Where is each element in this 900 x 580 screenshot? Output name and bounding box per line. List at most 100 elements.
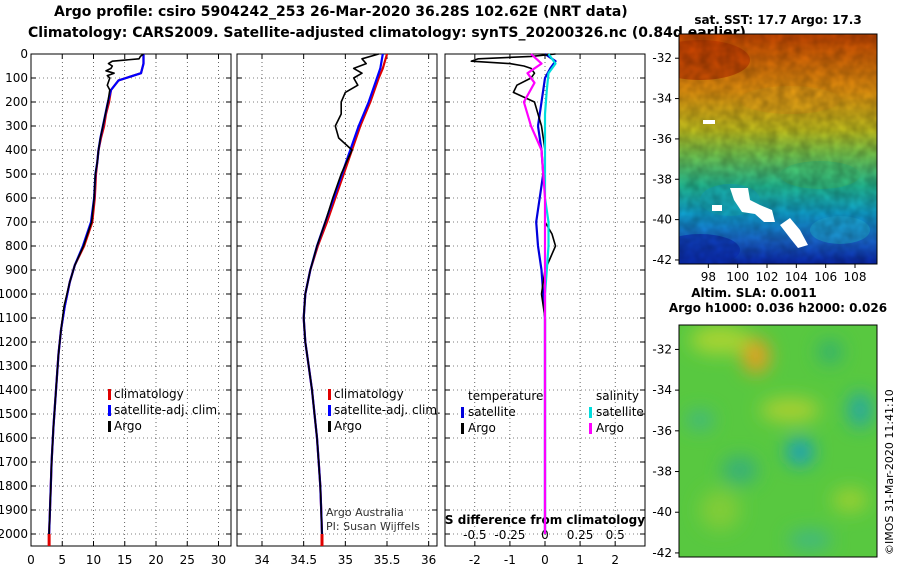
sla-map-subtitle: Argo h1000: 0.036 h2000: 0.026 bbox=[669, 301, 887, 315]
x-tick-label: 1 bbox=[576, 553, 584, 567]
depth-tick-label: 400 bbox=[5, 143, 28, 157]
depth-tick-label: 1900 bbox=[0, 503, 28, 517]
sla-map-frame bbox=[678, 324, 878, 558]
cloud-mask bbox=[780, 218, 808, 248]
depth-tick-label: 1000 bbox=[0, 287, 28, 301]
depth-tick-label: 1400 bbox=[0, 383, 28, 397]
x2-tick-label: 0 bbox=[541, 528, 549, 542]
depth-tick-label: 1100 bbox=[0, 311, 28, 325]
depth-tick-label: 1600 bbox=[0, 431, 28, 445]
cloud-mask bbox=[712, 205, 722, 211]
legend-swatch bbox=[328, 405, 331, 416]
lat-tick-label: -38 bbox=[652, 465, 672, 479]
legend-swatch bbox=[328, 421, 331, 432]
lat-tick-label: -34 bbox=[652, 383, 672, 397]
legend-group-title: temperature bbox=[468, 389, 543, 403]
x-tick-label: 25 bbox=[180, 553, 195, 567]
x-tick-label: 5 bbox=[58, 553, 66, 567]
imos-credit: ©IMOS 31-Mar-2020 11:41:10 bbox=[883, 389, 896, 555]
legend-label: Argo bbox=[334, 419, 362, 433]
x-tick-label: 34.5 bbox=[290, 553, 317, 567]
lon-tick-label: 108 bbox=[844, 270, 867, 284]
series-line bbox=[48, 53, 144, 535]
legend-label: climatology bbox=[334, 387, 404, 401]
depth-tick-label: 600 bbox=[5, 191, 28, 205]
depth-tick-label: 300 bbox=[5, 119, 28, 133]
sst-map-frame bbox=[678, 33, 878, 265]
sla-map-title: Altim. SLA: 0.0011 bbox=[691, 286, 817, 300]
depth-tick-label: 1700 bbox=[0, 455, 28, 469]
legend-swatch bbox=[328, 389, 331, 400]
depth-tick-label: 1800 bbox=[0, 479, 28, 493]
series-line bbox=[302, 53, 379, 535]
depth-tick-label: 900 bbox=[5, 263, 28, 277]
x2-tick-label: 0.25 bbox=[567, 528, 594, 542]
x-tick-label: -1 bbox=[504, 553, 516, 567]
x-tick-label: 30 bbox=[211, 553, 226, 567]
legend-group-title: salinity bbox=[596, 389, 639, 403]
profile-panel-1: 0100200300400500600700800900100011001200… bbox=[0, 47, 232, 567]
lat-tick-label: -40 bbox=[652, 213, 672, 227]
x-tick-label: 36 bbox=[421, 553, 436, 567]
legend-swatch bbox=[108, 405, 111, 416]
x2-tick-label: 0.5 bbox=[606, 528, 625, 542]
depth-tick-label: 500 bbox=[5, 167, 28, 181]
cloud-mask bbox=[730, 188, 775, 222]
lon-tick-label: 100 bbox=[726, 270, 749, 284]
sst-map-title: sat. SST: 17.7 Argo: 17.3 bbox=[694, 13, 861, 27]
legend-swatch bbox=[108, 421, 111, 432]
bottom-marker bbox=[47, 534, 51, 546]
figure-title-line2: Climatology: CARS2009. Satellite-adjuste… bbox=[28, 25, 746, 41]
depth-tick-label: 200 bbox=[5, 95, 28, 109]
depth-tick-label: 1500 bbox=[0, 407, 28, 421]
depth-tick-label: 0 bbox=[20, 47, 28, 61]
profile-panel-2: 34 34.5 35 35.5 36 climatology satellite-adj. … bbox=[236, 53, 441, 567]
legend-label: Argo bbox=[468, 421, 496, 435]
x2-tick-label: -0.25 bbox=[494, 528, 525, 542]
legend-label: satellite bbox=[596, 405, 644, 419]
lat-tick-label: -38 bbox=[652, 172, 672, 186]
depth-tick-label: 1200 bbox=[0, 335, 28, 349]
plot-frame bbox=[30, 53, 232, 547]
lat-tick-label: -40 bbox=[652, 505, 672, 519]
figure-title-line1: Argo profile: csiro 5904242_253 26-Mar-2… bbox=[54, 4, 628, 20]
legend-swatch bbox=[461, 423, 464, 434]
plot-frame bbox=[236, 53, 438, 547]
lat-tick-label: -32 bbox=[652, 342, 672, 356]
lon-tick-label: 98 bbox=[701, 270, 716, 284]
lon-tick-label: 102 bbox=[756, 270, 779, 284]
legend-label: satellite-adj. clim. bbox=[114, 403, 221, 417]
lon-tick-label: 106 bbox=[814, 270, 837, 284]
depth-tick-label: 700 bbox=[5, 215, 28, 229]
profile-panel-3: -2 -1 0 1 2-0.5 -0.25 0 0.25 0.5S difference fro… bbox=[444, 53, 646, 567]
legend-label: Argo bbox=[596, 421, 624, 435]
annotation-text: Argo Australia bbox=[326, 506, 404, 519]
x-tick-label: 35.5 bbox=[374, 553, 401, 567]
lat-tick-label: -36 bbox=[652, 424, 672, 438]
legend-swatch bbox=[589, 407, 592, 418]
cloud-mask bbox=[703, 120, 715, 124]
legend-label: satellite bbox=[468, 405, 516, 419]
x-tick-label: 0 bbox=[541, 553, 549, 567]
lat-tick-label: -32 bbox=[652, 51, 672, 65]
series-line bbox=[522, 53, 547, 534]
x-tick-label: 20 bbox=[148, 553, 163, 567]
depth-tick-label: 1300 bbox=[0, 359, 28, 373]
x-tick-label: 0 bbox=[27, 553, 35, 567]
legend-label: climatology bbox=[114, 387, 184, 401]
x-tick-label: 34 bbox=[254, 553, 269, 567]
x-tick-label: 10 bbox=[86, 553, 101, 567]
legend-swatch bbox=[108, 389, 111, 400]
sla-map: Altim. SLA: 0.0011 Argo h1000: 0.036 h20… bbox=[652, 286, 887, 560]
bottom-marker bbox=[320, 534, 324, 546]
legend-label: Argo bbox=[114, 419, 142, 433]
legend-label: satellite-adj. clim. bbox=[334, 403, 441, 417]
sst-map: sat. SST: 17.7 Argo: 17.3 -32 -34 -36 -38 -4… bbox=[652, 13, 878, 284]
x-tick-label: 35 bbox=[338, 553, 353, 567]
lat-tick-label: -34 bbox=[652, 92, 672, 106]
depth-tick-label: 100 bbox=[5, 71, 28, 85]
x-tick-label: -2 bbox=[469, 553, 481, 567]
depth-tick-label: 2000 bbox=[0, 527, 28, 541]
lat-tick-label: -42 bbox=[652, 546, 672, 560]
